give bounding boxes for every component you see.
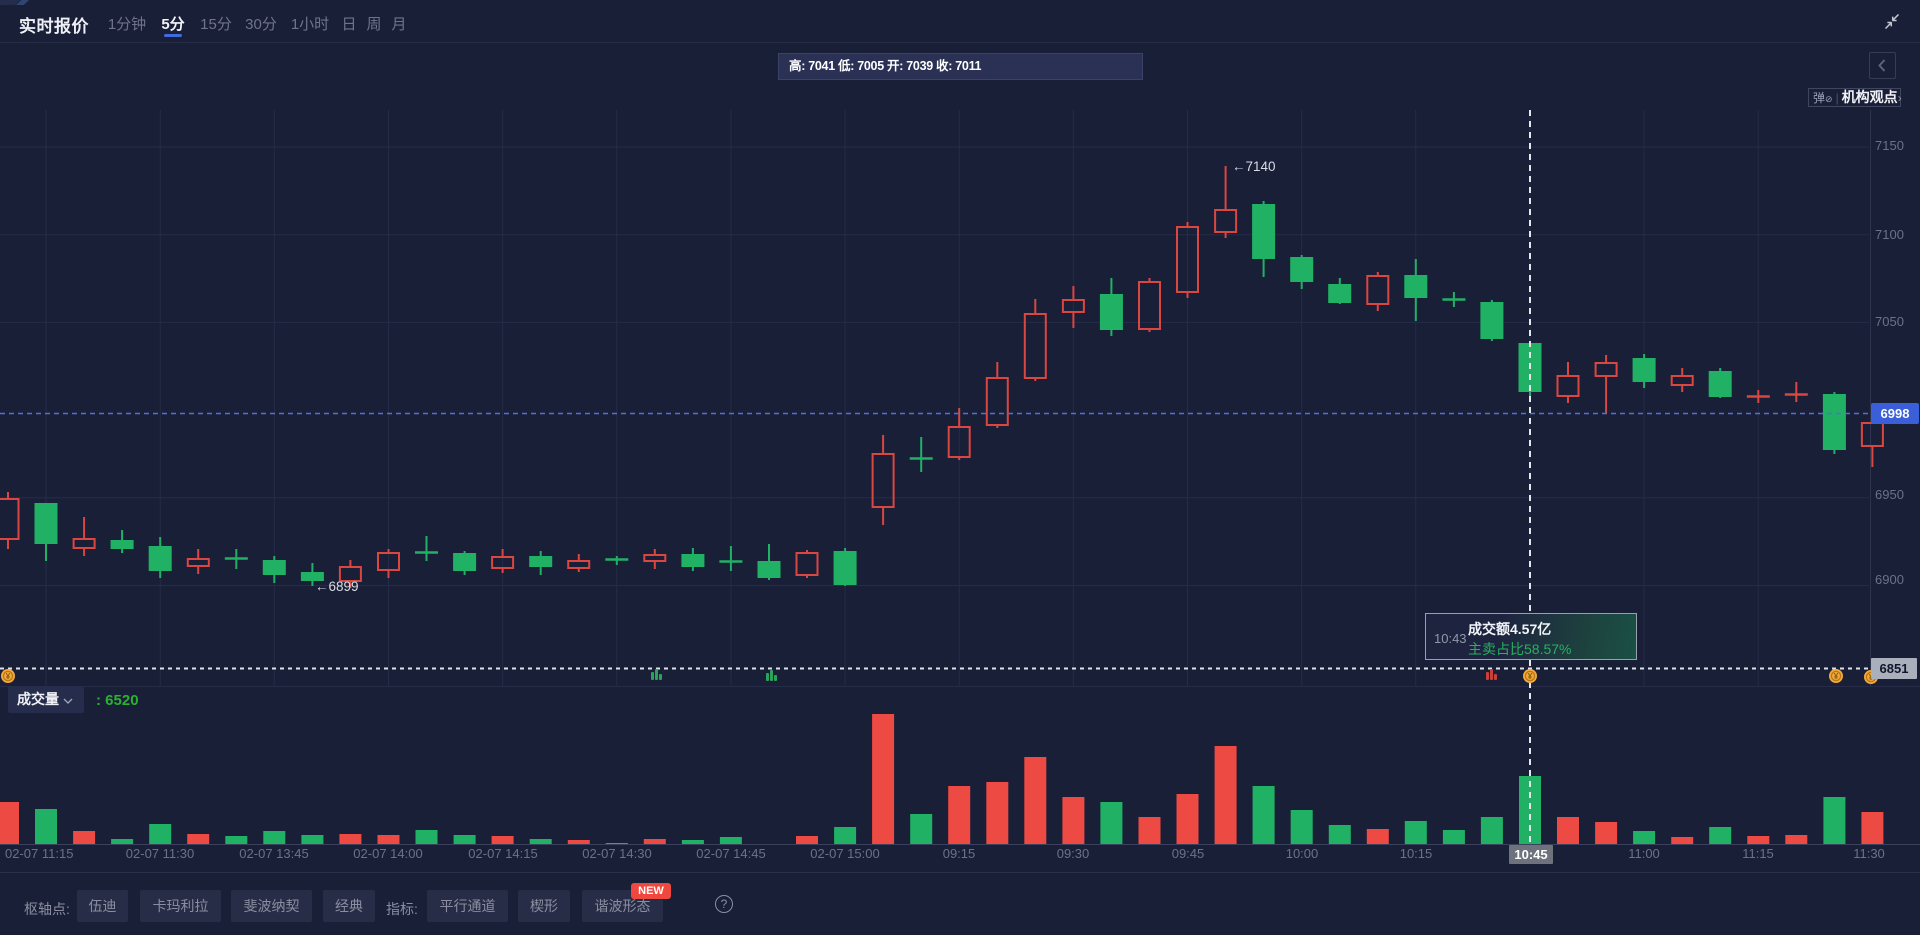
svg-text:¥: ¥ [1834, 672, 1839, 681]
svg-text:¥: ¥ [6, 672, 11, 681]
svg-text:¥: ¥ [1528, 672, 1533, 681]
